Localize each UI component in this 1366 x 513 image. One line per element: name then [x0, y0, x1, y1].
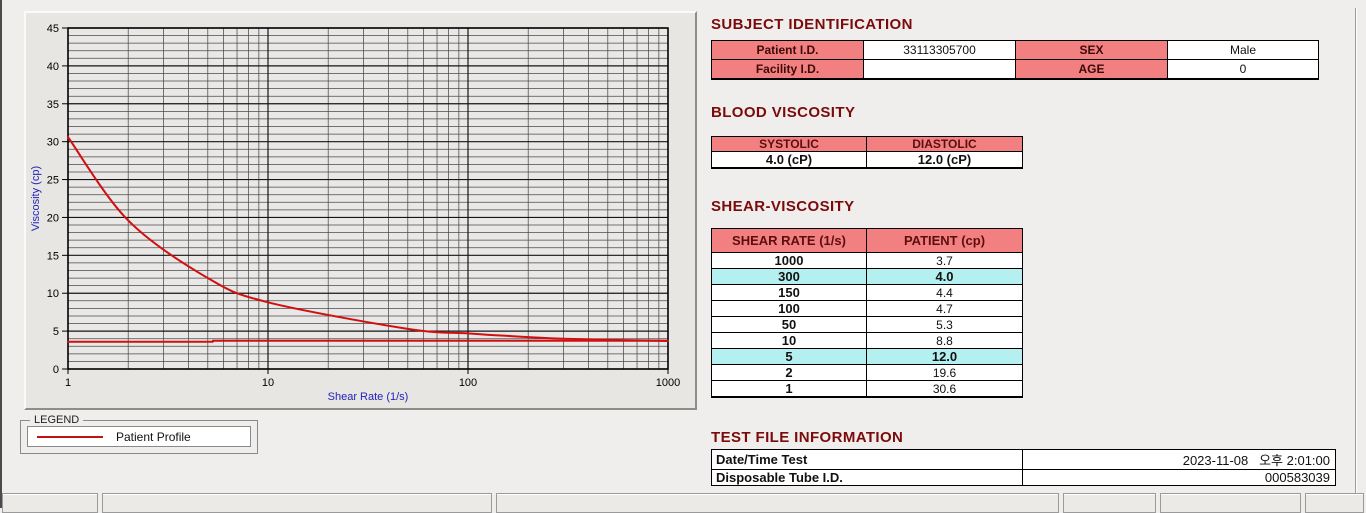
- patient-id-value: 33113305700: [863, 40, 1016, 60]
- status-panel: [1305, 493, 1364, 513]
- test-file-information-title: TEST FILE INFORMATION: [711, 429, 904, 446]
- svg-text:5: 5: [53, 326, 59, 338]
- sex-label: SEX: [1015, 40, 1168, 60]
- systolic-header: SYSTOLIC: [711, 136, 867, 152]
- status-panel: [102, 493, 492, 513]
- test-file-information-table: Date/Time Test 2023-11-08 오후 2:01:00 Dis…: [711, 449, 1336, 486]
- disposable-tube-id-value: 000583039: [1022, 469, 1336, 486]
- legend-line-sample: [37, 435, 103, 438]
- shear-rate-cell: 100: [711, 300, 867, 317]
- patient-cp-header: PATIENT (cp): [866, 228, 1023, 253]
- svg-text:10: 10: [262, 377, 274, 389]
- diastolic-header: DIASTOLIC: [866, 136, 1023, 152]
- shear-viscosity-row: 50 5.3: [711, 316, 1023, 333]
- shear-rate-cell: 50: [711, 316, 867, 333]
- svg-text:20: 20: [47, 212, 59, 224]
- svg-text:0: 0: [53, 364, 59, 376]
- shear-viscosity-row: 100 4.7: [711, 300, 1023, 317]
- blood-viscosity-title: BLOOD VISCOSITY: [711, 104, 856, 121]
- patient-viscosity-cell: 8.8: [866, 332, 1023, 349]
- date-time-test-value: 2023-11-08 오후 2:01:00: [1022, 449, 1336, 470]
- legend-group-box: LEGEND Patient Profile: [20, 413, 258, 454]
- panel-right-divider: [1355, 8, 1357, 494]
- patient-viscosity-cell: 4.4: [866, 284, 1023, 301]
- table-row: Facility I.D. AGE 0: [711, 59, 1319, 79]
- svg-text:1000: 1000: [656, 377, 680, 389]
- shear-viscosity-row: 150 4.4: [711, 284, 1023, 301]
- svg-text:1: 1: [65, 377, 71, 389]
- viscosity-chart-panel: 0 5 10 15 20 25 30 35 40 45 1 10 100 1000 Shear Rate (…: [24, 11, 697, 410]
- table-row: Date/Time Test 2023-11-08 오후 2:01:00: [711, 449, 1336, 470]
- shear-viscosity-row: 1 30.6: [711, 380, 1023, 398]
- viscosity-chart: 0 5 10 15 20 25 30 35 40 45 1 10 100 1000 Shear Rate (…: [30, 23, 680, 403]
- status-panel: [1160, 493, 1301, 513]
- shear-rate-cell: 5: [711, 348, 867, 365]
- blood-viscosity-table: SYSTOLIC DIASTOLIC 4.0 (cP) 12.0 (cP): [711, 136, 1023, 169]
- window-left-edge: [0, 0, 2, 508]
- shear-rate-cell: 2: [711, 364, 867, 381]
- shear-viscosity-row: 2 19.6: [711, 364, 1023, 381]
- table-row: Patient I.D. 33113305700 SEX Male: [711, 40, 1319, 60]
- svg-text:100: 100: [459, 377, 477, 389]
- table-header-row: SHEAR RATE (1/s) PATIENT (cp): [711, 228, 1023, 253]
- shear-viscosity-row: 5 12.0: [711, 348, 1023, 365]
- svg-text:40: 40: [47, 61, 59, 73]
- status-panel: [2, 493, 98, 513]
- legend-group-label: LEGEND: [30, 413, 84, 427]
- disposable-tube-id-label: Disposable Tube I.D.: [711, 469, 1023, 486]
- shear-rate-cell: 150: [711, 284, 867, 301]
- legend-entry: Patient Profile: [27, 426, 251, 447]
- legend-series-label: Patient Profile: [116, 429, 191, 444]
- systolic-value: 4.0 (cP): [711, 151, 867, 169]
- status-panel: [496, 493, 1059, 513]
- subject-identification-title: SUBJECT IDENTIFICATION: [711, 16, 913, 33]
- patient-viscosity-cell: 4.7: [866, 300, 1023, 317]
- patient-viscosity-cell: 4.0: [866, 268, 1023, 285]
- svg-text:25: 25: [47, 175, 59, 187]
- shear-viscosity-row: 1000 3.7: [711, 252, 1023, 269]
- svg-text:15: 15: [47, 250, 59, 262]
- shear-rate-cell: 1000: [711, 252, 867, 269]
- diastolic-value: 12.0 (cP): [866, 151, 1023, 169]
- status-panel: [1063, 493, 1156, 513]
- shear-rate-header: SHEAR RATE (1/s): [711, 228, 867, 253]
- shear-viscosity-body: 1000 3.7 300 4.0 150 4.4 100 4.7 50 5.3 10 8.8 5 12.0…: [711, 252, 1023, 398]
- patient-id-label: Patient I.D.: [711, 40, 864, 60]
- table-row: 4.0 (cP) 12.0 (cP): [711, 151, 1023, 169]
- shear-viscosity-title: SHEAR-VISCOSITY: [711, 198, 855, 215]
- shear-rate-cell: 10: [711, 332, 867, 349]
- shear-viscosity-row: 300 4.0: [711, 268, 1023, 285]
- patient-viscosity-cell: 5.3: [866, 316, 1023, 333]
- subject-identification-table: Patient I.D. 33113305700 SEX Male Facili…: [711, 40, 1319, 80]
- patient-viscosity-cell: 12.0: [866, 348, 1023, 365]
- svg-text:Viscosity (cp): Viscosity (cp): [30, 166, 42, 231]
- svg-text:35: 35: [47, 99, 59, 111]
- svg-text:Shear Rate (1/s): Shear Rate (1/s): [328, 391, 409, 403]
- patient-viscosity-cell: 19.6: [866, 364, 1023, 381]
- shear-rate-cell: 300: [711, 268, 867, 285]
- svg-text:45: 45: [47, 23, 59, 35]
- sex-value: Male: [1167, 40, 1319, 60]
- table-row: SYSTOLIC DIASTOLIC: [711, 136, 1023, 152]
- shear-viscosity-row: 10 8.8: [711, 332, 1023, 349]
- date-time-test-label: Date/Time Test: [711, 449, 1023, 470]
- svg-text:30: 30: [47, 137, 59, 149]
- patient-viscosity-cell: 30.6: [866, 380, 1023, 398]
- shear-viscosity-table: SHEAR RATE (1/s) PATIENT (cp) 1000 3.7 300…: [711, 228, 1023, 398]
- facility-id-value: [863, 59, 1016, 79]
- svg-text:10: 10: [47, 288, 59, 300]
- age-label: AGE: [1015, 59, 1168, 79]
- shear-rate-cell: 1: [711, 380, 867, 398]
- table-row: Disposable Tube I.D. 000583039: [711, 469, 1336, 486]
- patient-viscosity-cell: 3.7: [866, 252, 1023, 269]
- age-value: 0: [1167, 59, 1319, 79]
- facility-id-label: Facility I.D.: [711, 59, 864, 79]
